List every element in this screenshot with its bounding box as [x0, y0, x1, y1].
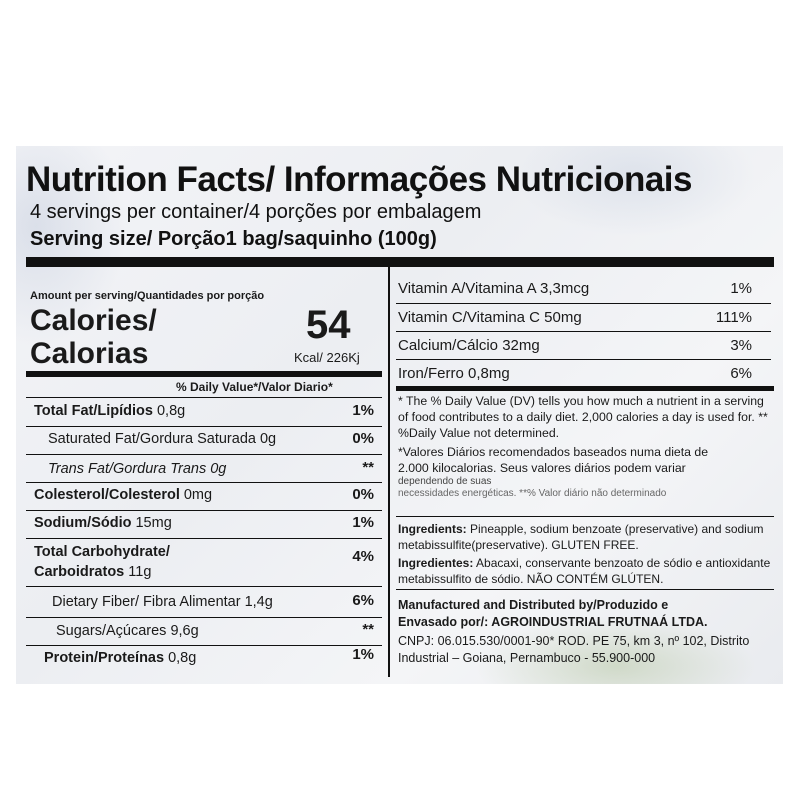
vitamins-divider	[396, 386, 774, 391]
ingredients-english: Ingredients: Pineapple, sodium benzoate …	[398, 522, 764, 552]
divider	[26, 510, 382, 511]
divider	[26, 397, 382, 398]
calcium: Calcium/Cálcio 32mg	[398, 337, 540, 354]
divider	[396, 331, 771, 332]
vitamin-a: Vitamin A/Vitamina A 3,3mcg	[398, 280, 590, 297]
nutrient-sodium: Sodium/Sódio 15mg	[34, 515, 172, 531]
daily-value-header: % Daily Value*/Valor Diario*	[176, 380, 333, 394]
nutrient-pct-carbohydrate: 4%	[352, 548, 374, 565]
nutrient-saturated-fat: Saturated Fat/Gordura Saturada 0g	[48, 431, 277, 447]
nutrient-pct-cholesterol: 0%	[352, 486, 374, 503]
footnote-english: * The % Daily Value (DV) tells you how m…	[398, 394, 768, 440]
ingredients-portuguese: Ingredientes: Abacaxi, conservante benzo…	[398, 556, 771, 586]
serving-size: Serving size/ Porção1 bag/saquinho (100g…	[30, 228, 437, 250]
divider	[26, 617, 382, 618]
nutrient-total-carbohydrate: Total Carbohydrate/	[34, 544, 170, 560]
manufacturer-line4: Industrial – Goiana, Pernambuco - 55.900…	[398, 651, 656, 665]
calories-label: Calories/ Calorias	[30, 304, 157, 370]
label-title: Nutrition Facts/ Informações Nutricionai…	[26, 160, 693, 199]
calories-label-line2: Calorias	[30, 337, 149, 370]
nutrient-trans-fat: Trans Fat/Gordura Trans 0g	[48, 461, 227, 477]
nutrient-pct-saturated-fat: 0%	[352, 430, 374, 447]
nutrient-carboidratos: Carboidratos 11g	[34, 564, 152, 580]
manufacturer-line2: Envasado por/: AGROINDUSTRIAL FRUTNAÁ LT…	[398, 615, 708, 629]
vitamin-c-pct: 111%	[715, 309, 752, 326]
nutrient-cholesterol: Colesterol/Colesterol 0mg	[34, 487, 213, 503]
iron-pct: 6%	[730, 365, 752, 382]
divider	[26, 586, 382, 587]
manufacturer-line1: Manufactured and Distributed by/Produzid…	[398, 598, 669, 612]
nutrient-sugars: Sugars/Açúcares 9,6g	[56, 623, 199, 639]
vitamin-a-pct: 1%	[730, 280, 752, 297]
amount-per-serving: Amount per serving/Quantidades por porçã…	[30, 290, 265, 302]
manufacturer-line3: CNPJ: 06.015.530/0001-90* ROD. PE 75, km…	[398, 634, 750, 648]
nutrient-pct-sodium: 1%	[352, 514, 374, 531]
divider	[26, 482, 382, 483]
calories-divider	[26, 371, 382, 377]
divider	[26, 645, 382, 646]
iron: Iron/Ferro 0,8mg	[398, 365, 510, 382]
nutrient-dietary-fiber: Dietary Fiber/ Fibra Alimentar 1,4g	[52, 594, 273, 610]
nutrient-pct-sugars: **	[362, 621, 374, 638]
nutrient-protein: Protein/Proteínas 0,8g	[44, 650, 197, 666]
divider	[396, 589, 774, 590]
nutrient-pct-total-fat: 1%	[352, 402, 374, 419]
divider	[396, 303, 771, 304]
nutrition-label: Nutrition Facts/ Informações Nutricionai…	[16, 146, 783, 684]
divider	[396, 516, 774, 517]
nutrient-pct-dietary-fiber: 6%	[352, 592, 374, 609]
calcium-pct: 3%	[730, 337, 752, 354]
servings-per-container: 4 servings per container/4 porções por e…	[30, 201, 482, 223]
nutrient-pct-trans-fat: **	[362, 459, 374, 476]
column-divider	[388, 267, 390, 677]
calories-label-line1: Calories/	[30, 304, 157, 337]
divider	[396, 359, 771, 360]
vitamin-c: Vitamin C/Vitamina C 50mg	[398, 309, 582, 326]
divider	[26, 426, 382, 427]
nutrient-total-fat: Total Fat/Lipídios 0,8g	[34, 403, 186, 419]
divider	[26, 538, 382, 539]
thick-divider	[26, 257, 774, 267]
footnote-portuguese: *Valores Diários recomendados baseados n…	[398, 445, 709, 499]
calories-unit: Kcal/ 226Kj	[294, 350, 360, 365]
calories-value: 54	[306, 303, 351, 347]
divider	[26, 454, 382, 455]
nutrient-pct-protein: 1%	[352, 646, 374, 663]
